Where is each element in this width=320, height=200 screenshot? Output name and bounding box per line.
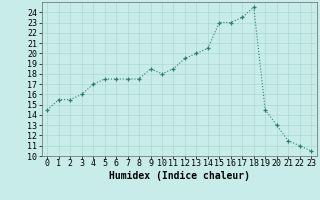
X-axis label: Humidex (Indice chaleur): Humidex (Indice chaleur) [109,171,250,181]
